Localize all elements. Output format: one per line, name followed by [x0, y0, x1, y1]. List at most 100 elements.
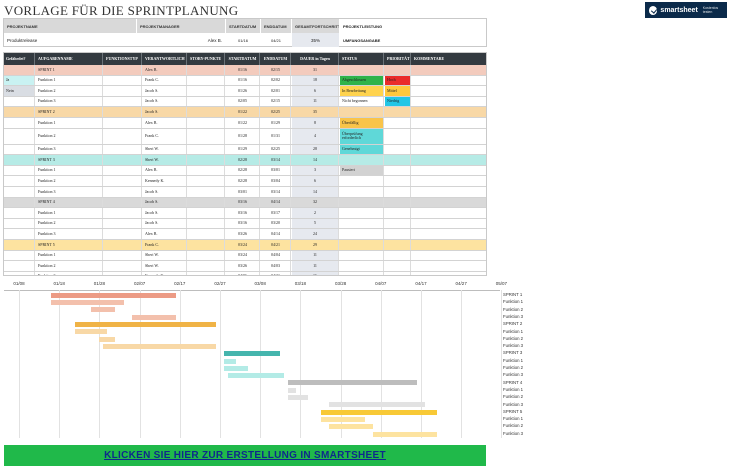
cell-feature-type[interactable]	[104, 218, 142, 229]
cell-end-date[interactable]: 04/03	[261, 261, 291, 271]
cell-comments[interactable]	[412, 229, 486, 239]
cell-start-date[interactable]: 01/16	[226, 65, 260, 75]
cell-at-risk[interactable]	[4, 240, 35, 250]
cell-at-risk[interactable]	[4, 187, 35, 197]
cell-duration[interactable]: 28	[292, 144, 339, 155]
cell-at-risk[interactable]	[4, 261, 35, 271]
cell-at-risk[interactable]	[4, 197, 35, 208]
cell-status[interactable]: Pausiert	[340, 165, 384, 176]
cell-story-points[interactable]	[188, 75, 225, 86]
cell-feature-type[interactable]	[104, 187, 142, 197]
cell-duration[interactable]: 11	[292, 96, 339, 107]
cell-status[interactable]	[340, 155, 384, 165]
cell-priority[interactable]	[385, 144, 411, 155]
cell-owner[interactable]: Alex B.	[143, 65, 187, 75]
cell-status[interactable]	[340, 187, 384, 197]
cell-comments[interactable]	[412, 251, 486, 261]
cell-duration[interactable]: 11	[292, 250, 339, 261]
cell-owner[interactable]: Jacob S.	[143, 208, 187, 218]
cell-owner[interactable]: Sheri W.	[143, 155, 187, 165]
cell-task-name[interactable]: Funktion 3	[36, 271, 103, 275]
cell-start-date[interactable]: 03/16	[226, 197, 260, 208]
cell-duration[interactable]: 11	[292, 261, 339, 271]
cell-comments[interactable]	[412, 155, 486, 165]
cell-story-points[interactable]	[188, 218, 225, 229]
cell-end-date[interactable]: 02/25	[261, 144, 291, 155]
cell-task-name[interactable]: Funktion 3	[36, 144, 103, 155]
cell-task-name[interactable]: Funktion 3	[36, 187, 103, 197]
cell-at-risk[interactable]	[4, 155, 35, 165]
cell-start-date[interactable]: 01/22	[226, 118, 260, 128]
end-date-value[interactable]: 04/21	[270, 37, 281, 43]
cell-story-points[interactable]	[188, 229, 225, 239]
cell-end-date[interactable]: 04/21	[261, 271, 291, 275]
cell-start-date[interactable]: 02/05	[226, 96, 260, 107]
cell-duration[interactable]: 14	[292, 155, 339, 165]
cell-task-name[interactable]: SPRINT 3	[36, 155, 103, 165]
cell-end-date[interactable]: 03/17	[261, 208, 291, 218]
cell-priority[interactable]: Hoch	[385, 75, 411, 86]
cell-duration[interactable]: 16	[292, 271, 339, 275]
cell-comments[interactable]	[412, 65, 486, 75]
cell-at-risk[interactable]	[4, 128, 35, 144]
cell-feature-type[interactable]	[104, 261, 142, 271]
cell-duration[interactable]: 29	[292, 240, 339, 250]
cell-priority[interactable]	[385, 176, 411, 186]
cell-feature-type[interactable]	[104, 144, 142, 155]
cell-duration[interactable]: 3	[292, 165, 339, 176]
cell-start-date[interactable]: 03/26	[226, 261, 260, 271]
cell-at-risk[interactable]	[4, 271, 35, 275]
cell-start-date[interactable]: 01/16	[226, 75, 260, 86]
cell-comments[interactable]	[412, 261, 486, 271]
cell-priority[interactable]	[385, 218, 411, 229]
cell-start-date[interactable]: 01/22	[226, 107, 260, 117]
cell-feature-type[interactable]	[104, 176, 142, 186]
cell-end-date[interactable]: 02/01	[261, 86, 291, 96]
cell-status[interactable]	[340, 176, 384, 186]
cell-end-date[interactable]: 02/25	[261, 107, 291, 117]
cell-comments[interactable]	[412, 208, 486, 218]
cell-feature-type[interactable]	[104, 208, 142, 218]
cell-end-date[interactable]: 03/14	[261, 187, 291, 197]
cell-owner[interactable]: Jacob S.	[143, 187, 187, 197]
cell-story-points[interactable]	[188, 165, 225, 176]
cell-status[interactable]: Überprüfung erforderlich	[340, 128, 384, 144]
cell-status[interactable]	[340, 197, 384, 208]
cell-owner[interactable]: Jacob S.	[143, 218, 187, 229]
cell-status[interactable]: Abgeschlossen	[340, 75, 384, 86]
cell-story-points[interactable]	[188, 271, 225, 275]
cell-status[interactable]	[340, 65, 384, 75]
cell-start-date[interactable]: 02/28	[226, 176, 260, 186]
cell-at-risk[interactable]	[4, 229, 35, 239]
cell-priority[interactable]	[385, 187, 411, 197]
cell-at-risk[interactable]	[4, 118, 35, 128]
create-in-smartsheet-button[interactable]: KLICKEN SIE HIER ZUR ERSTELLUNG IN SMART…	[4, 445, 486, 466]
cell-end-date[interactable]: 04/04	[261, 250, 291, 261]
cell-story-points[interactable]	[188, 118, 225, 128]
cell-story-points[interactable]	[188, 240, 225, 250]
cell-status[interactable]	[340, 240, 384, 250]
cell-owner[interactable]: Kennedy K.	[143, 271, 187, 275]
cell-at-risk[interactable]	[4, 107, 35, 117]
cell-at-risk[interactable]	[4, 208, 35, 218]
cell-comments[interactable]	[412, 176, 486, 186]
cell-story-points[interactable]	[188, 176, 225, 186]
cell-comments[interactable]	[412, 118, 486, 128]
cell-at-risk[interactable]	[4, 165, 35, 176]
cell-task-name[interactable]: Funktion 1	[36, 165, 103, 176]
cell-story-points[interactable]	[188, 187, 225, 197]
cell-comments[interactable]	[412, 198, 486, 208]
cell-start-date[interactable]: 03/24	[226, 250, 260, 261]
cell-owner[interactable]: Sheri W.	[143, 144, 187, 155]
cell-status[interactable]	[340, 208, 384, 218]
cell-priority[interactable]: Niedrig	[385, 96, 411, 107]
cell-feature-type[interactable]	[104, 128, 142, 144]
cell-duration[interactable]: 18	[292, 75, 339, 86]
cell-task-name[interactable]: Funktion 2	[36, 128, 103, 144]
cell-task-name[interactable]: Funktion 2	[36, 261, 103, 271]
cell-comments[interactable]	[412, 86, 486, 96]
cell-at-risk[interactable]	[4, 250, 35, 261]
cell-comments[interactable]	[412, 219, 486, 229]
cell-duration[interactable]: 5	[292, 218, 339, 229]
cell-start-date[interactable]: 01/29	[226, 144, 260, 155]
